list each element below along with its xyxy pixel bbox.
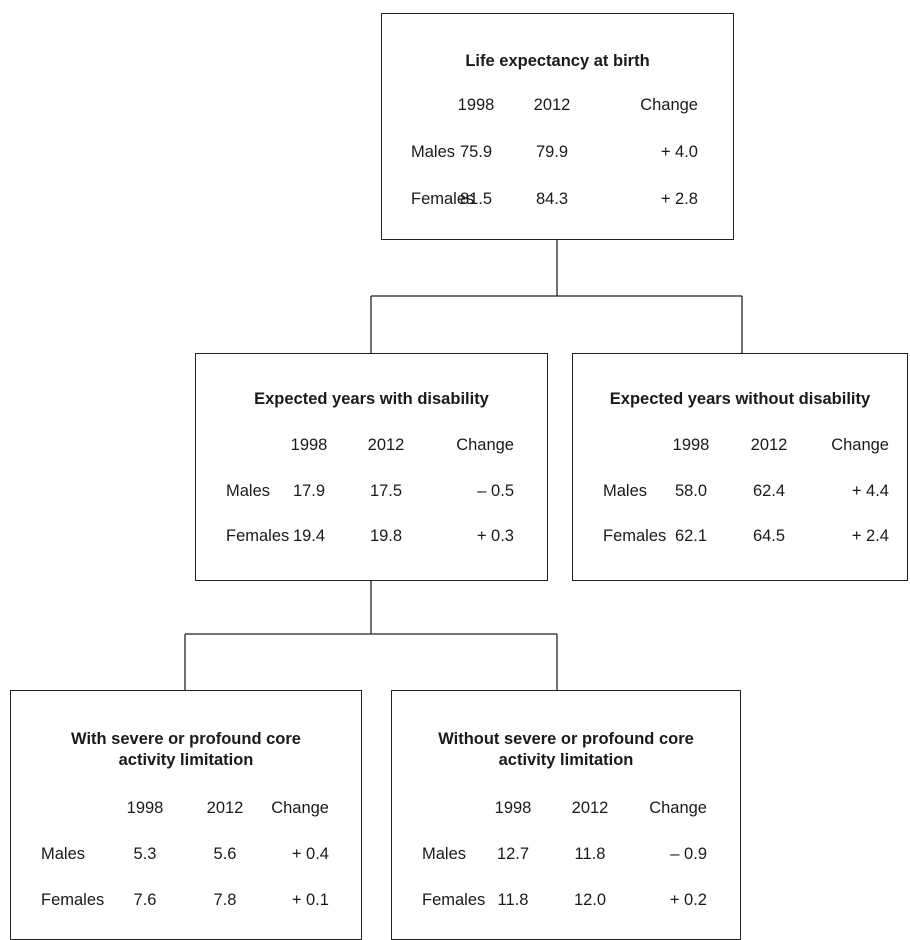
value-change: + 2.4 [851, 527, 889, 545]
box-title-line-2: activity limitation [118, 751, 254, 769]
row-label-females: Females [226, 527, 290, 545]
value-change: + 0.1 [291, 891, 329, 909]
box-title-line-1: Without severe or profound core [438, 730, 694, 748]
header-2012: 2012 [367, 436, 405, 454]
header-1998: 1998 [126, 799, 164, 817]
severe-limitation-box: With severe or profound core activity li… [10, 690, 362, 940]
value-1998: 12.7 [496, 845, 530, 863]
value-2012: 64.5 [752, 527, 786, 545]
value-1998: 75.9 [459, 143, 493, 161]
no-severe-limitation-box: Without severe or profound core activity… [391, 690, 741, 940]
box-title: Expected years with disability [254, 390, 489, 408]
row-label-males: Males [603, 482, 648, 500]
header-2012: 2012 [571, 799, 609, 817]
row-label-females: Females [603, 527, 667, 545]
header-change: Change [456, 436, 514, 454]
value-1998: 19.4 [292, 527, 326, 545]
value-change: + 0.3 [476, 527, 514, 545]
value-2012: 12.0 [573, 891, 607, 909]
row-label-females: Females [41, 891, 105, 909]
header-change: Change [649, 799, 707, 817]
header-2012: 2012 [206, 799, 244, 817]
value-change: + 0.4 [291, 845, 329, 863]
row-label-males: Males [422, 845, 467, 863]
value-1998: 62.1 [674, 527, 708, 545]
value-2012: 5.6 [213, 845, 237, 863]
value-2012: 7.8 [213, 891, 237, 909]
header-1998: 1998 [290, 436, 328, 454]
value-1998: 5.3 [133, 845, 157, 863]
box-title-line-1: With severe or profound core [71, 730, 301, 748]
box-title: Expected years without disability [609, 390, 871, 408]
row-label-females: Females [411, 190, 475, 208]
value-1998: 81.5 [459, 190, 493, 208]
header-2012: 2012 [533, 96, 571, 114]
header-change: Change [831, 436, 889, 454]
header-change: Change [640, 96, 698, 114]
value-1998: 58.0 [674, 482, 708, 500]
row-label-males: Males [226, 482, 271, 500]
life-expectancy-box: Life expectancy at birth 1998 2012 Chang… [381, 13, 734, 240]
value-change: + 4.0 [660, 143, 698, 161]
header-2012: 2012 [750, 436, 788, 454]
row-label-males: Males [411, 143, 456, 161]
value-change: + 4.4 [851, 482, 889, 500]
value-2012: 17.5 [369, 482, 403, 500]
value-1998: 17.9 [292, 482, 326, 500]
value-change: + 2.8 [660, 190, 698, 208]
value-2012: 62.4 [752, 482, 786, 500]
row-label-males: Males [41, 845, 86, 863]
value-2012: 19.8 [369, 527, 403, 545]
value-change: + 0.2 [669, 891, 707, 909]
row-label-females: Females [422, 891, 486, 909]
box-title-line-2: activity limitation [498, 751, 634, 769]
value-2012: 11.8 [574, 845, 606, 863]
with-disability-box: Expected years with disability 1998 2012… [195, 353, 548, 581]
value-change: – 0.5 [477, 482, 514, 500]
value-change: – 0.9 [670, 845, 707, 863]
header-change: Change [271, 799, 329, 817]
value-1998: 7.6 [133, 891, 157, 909]
value-1998: 11.8 [497, 891, 529, 909]
without-disability-box: Expected years without disability 1998 2… [572, 353, 908, 581]
box-title: Life expectancy at birth [465, 52, 650, 70]
header-1998: 1998 [457, 96, 495, 114]
header-1998: 1998 [672, 436, 710, 454]
value-2012: 79.9 [535, 143, 569, 161]
header-1998: 1998 [494, 799, 532, 817]
value-2012: 84.3 [535, 190, 569, 208]
